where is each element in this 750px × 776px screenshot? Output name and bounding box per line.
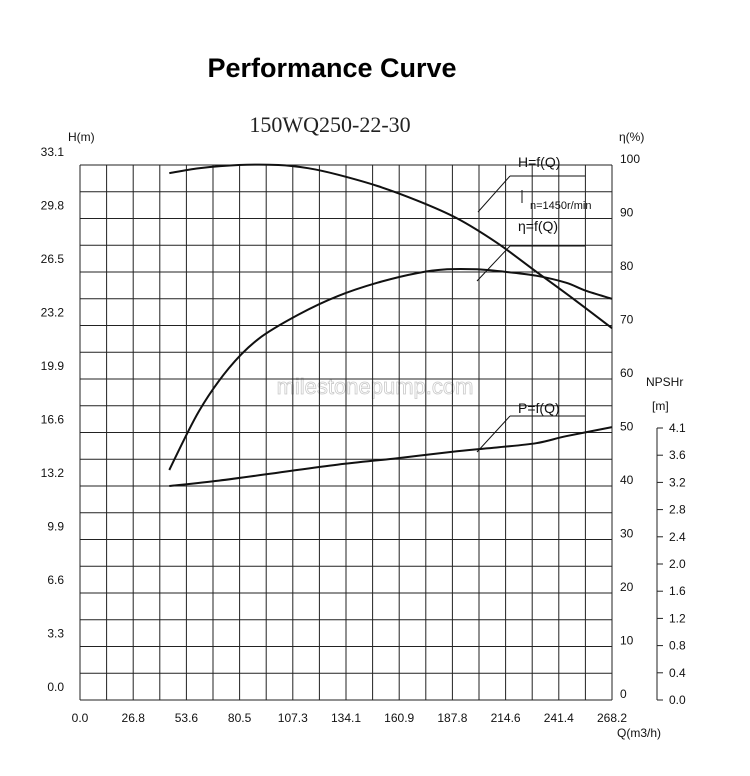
efficiency-curve: [168, 267, 613, 471]
head-curve: [169, 163, 613, 329]
y-right-tick-label: 50: [620, 420, 634, 434]
npsh-tick-label: 1.6: [669, 584, 686, 598]
curves: [168, 163, 613, 487]
y-right-tick-label: 0: [620, 687, 627, 701]
y-right-tick-label: 60: [620, 366, 634, 380]
x-tick-label: 80.5: [228, 711, 252, 725]
npsh-tick-label: 0.4: [669, 666, 686, 680]
x-axis-label: Q(m3/h): [617, 726, 661, 740]
npsh-tick-label: 1.2: [669, 611, 686, 625]
y-right-tick-label: 80: [620, 259, 634, 273]
y-right-tick-label: 10: [620, 634, 634, 648]
page-title: Performance Curve: [207, 53, 456, 83]
y-left-tick-labels: 0.0 3.3 6.6 9.9 13.2 16.6 19.9 23.2 26.5 29.8 33.1: [41, 145, 65, 694]
x-tick-label: 53.6: [175, 711, 199, 725]
efficiency-curve-label: η=f(Q): [518, 218, 558, 234]
y-left-tick-label: 13.2: [41, 466, 65, 480]
watermark-text: milestonepump.com: [277, 374, 474, 399]
npsh-axis-unit: [m]: [652, 399, 669, 413]
y-right-tick-label: 100: [620, 152, 640, 166]
npsh-tick-label: 2.8: [669, 503, 686, 517]
leader-line: [476, 245, 511, 282]
y-right-tick-label: 90: [620, 206, 634, 220]
model-subtitle: 150WQ250-22-30: [249, 112, 410, 137]
leader-line: [477, 175, 511, 213]
y-left-tick-label: 29.8: [41, 199, 65, 213]
x-tick-label: 241.4: [544, 711, 574, 725]
y-left-tick-label: 23.2: [41, 306, 65, 320]
x-tick-label: 187.8: [437, 711, 467, 725]
speed-annotation: n=1450r/min: [530, 200, 591, 212]
y-right-tick-label: 30: [620, 527, 634, 541]
npsh-tick-label: 2.4: [669, 530, 686, 544]
npsh-tick-label: 2.0: [669, 557, 686, 571]
y-right-axis-label: η(%): [619, 130, 644, 144]
y-left-tick-label: 33.1: [41, 145, 65, 159]
npsh-axis: 0.0 0.4 0.8 1.2 1.6 2.0 2.4 2.8 3.2 3.6 4.1: [656, 421, 686, 707]
y-left-tick-label: 0.0: [47, 680, 64, 694]
y-left-tick-label: 19.9: [41, 359, 65, 373]
y-left-tick-label: 3.3: [47, 627, 64, 641]
power-curve-label: P=f(Q): [518, 400, 560, 416]
x-tick-label: 160.9: [384, 711, 414, 725]
y-left-tick-label: 16.6: [41, 413, 65, 427]
head-curve-label: H=f(Q): [518, 154, 560, 170]
y-right-tick-label: 40: [620, 473, 634, 487]
y-right-tick-label: 70: [620, 313, 634, 327]
npsh-tick-label: 3.6: [669, 448, 686, 462]
grid: [79, 164, 613, 701]
x-tick-label: 268.2: [597, 711, 627, 725]
y-left-tick-label: 26.5: [41, 252, 65, 266]
leader-line: [476, 415, 511, 453]
npsh-tick-label: 0.8: [669, 639, 686, 653]
x-tick-labels: 0.0 26.8 53.6 80.5 107.3 134.1 160.9 187.8 214.6…: [72, 711, 628, 725]
y-right-tick-label: 20: [620, 580, 634, 594]
y-left-axis-label: H(m): [68, 130, 95, 144]
npsh-axis-label: NPSHr: [646, 375, 683, 389]
y-left-tick-label: 6.6: [47, 573, 64, 587]
x-tick-label: 0.0: [72, 711, 89, 725]
x-tick-label: 134.1: [331, 711, 361, 725]
series-labels: H=f(Q) η=f(Q) P=f(Q): [476, 154, 585, 453]
x-tick-label: 107.3: [278, 711, 308, 725]
y-right-tick-labels: 0 10 20 30 40 50 60 70 80 90 100: [620, 152, 640, 701]
x-tick-label: 26.8: [122, 711, 146, 725]
npsh-tick-label: 0.0: [669, 693, 686, 707]
x-tick-label: 214.6: [491, 711, 521, 725]
npsh-tick-label: 4.1: [669, 421, 686, 435]
npsh-tick-label: 3.2: [669, 475, 686, 489]
power-curve: [169, 426, 613, 487]
y-left-tick-label: 9.9: [47, 520, 64, 534]
